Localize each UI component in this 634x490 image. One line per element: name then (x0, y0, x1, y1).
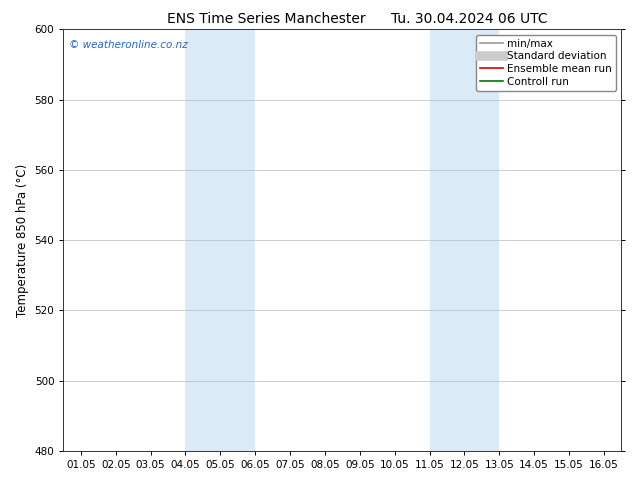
Text: © weatheronline.co.nz: © weatheronline.co.nz (69, 40, 188, 50)
Bar (185, 29, 255, 451)
Text: Tu. 30.04.2024 06 UTC: Tu. 30.04.2024 06 UTC (391, 12, 548, 26)
Y-axis label: Temperature 850 hPa (°C): Temperature 850 hPa (°C) (16, 164, 29, 317)
Legend: min/max, Standard deviation, Ensemble mean run, Controll run: min/max, Standard deviation, Ensemble me… (476, 35, 616, 91)
Bar (429, 29, 500, 451)
Text: ENS Time Series Manchester: ENS Time Series Manchester (167, 12, 366, 26)
